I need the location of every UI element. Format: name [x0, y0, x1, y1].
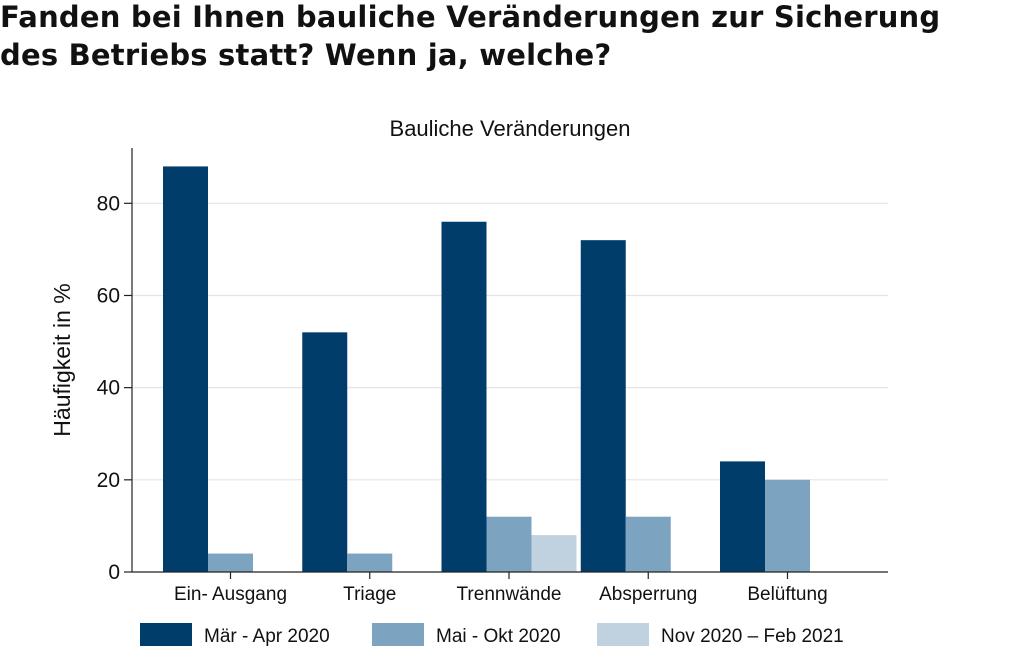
x-tick-label: Ein- Ausgang [174, 584, 287, 605]
bar [720, 461, 765, 572]
x-tick-label: Trennwände [457, 584, 562, 605]
headline: Fanden bei Ihnen bauliche Veränderungen … [0, 0, 1024, 74]
y-tick-label: 20 [97, 469, 120, 492]
bar [625, 516, 671, 572]
legend-swatch [140, 623, 192, 646]
headline-line-1: Fanden bei Ihnen bauliche Veränderungen … [0, 0, 941, 34]
legend: Mär - Apr 2020 Mai - Okt 2020 Nov 2020 – F… [140, 623, 844, 646]
y-tick-label: 80 [97, 192, 120, 215]
y-tick-label: 60 [97, 284, 120, 307]
bar [347, 553, 393, 572]
bars [163, 166, 810, 572]
bar [302, 332, 348, 572]
chart-title: Bauliche Veränderungen [390, 116, 631, 141]
legend-swatch [597, 623, 649, 646]
legend-label: Mär - Apr 2020 [204, 626, 330, 646]
bar [580, 240, 626, 572]
bar [531, 535, 577, 572]
bar [486, 516, 532, 572]
x-tick-label: Absperrung [599, 584, 697, 605]
x-tick-label: Triage [343, 584, 396, 605]
bar [208, 553, 253, 572]
y-axis-label: Häufigkeit in % [49, 283, 75, 436]
axes: 0 20 40 60 80 Ein- Ausgang Triage Trennwände Abs… [97, 148, 888, 605]
bar [441, 221, 487, 572]
y-tick-label: 40 [97, 377, 120, 400]
bar [163, 166, 208, 572]
y-tick-label: 0 [108, 561, 120, 584]
legend-label: Nov 2020 – Feb 2021 [661, 626, 844, 646]
headline-line-2: des Betriebs statt? Wenn ja, welche? [0, 38, 612, 72]
gridlines [132, 202, 888, 481]
legend-swatch [372, 623, 424, 646]
legend-label: Mai - Okt 2020 [436, 626, 561, 646]
bar [765, 479, 810, 572]
x-tick-label: Belüftung [747, 584, 827, 605]
